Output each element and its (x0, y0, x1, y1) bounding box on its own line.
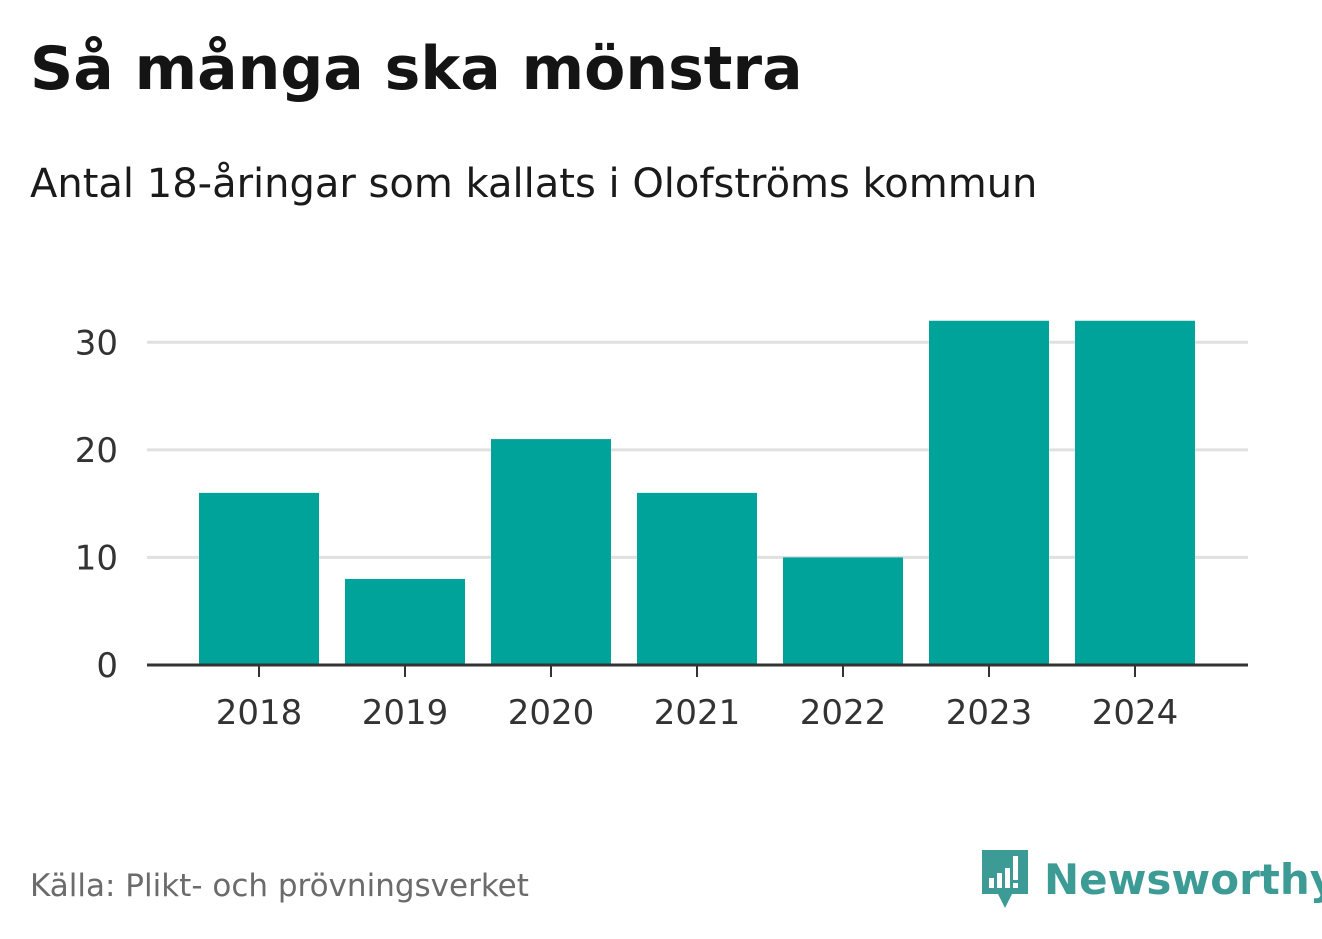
chart-title: Så många ska mönstra (30, 34, 803, 104)
bar-2020 (491, 439, 611, 665)
y-tick-label: 0 (96, 646, 118, 686)
newsworthy-logo: Newsworthy (980, 848, 1322, 910)
x-tick-label: 2021 (654, 693, 741, 733)
x-tick-label: 2023 (946, 693, 1033, 733)
brand-name: Newsworthy (1044, 854, 1322, 904)
y-tick-label: 20 (75, 431, 118, 471)
x-tick-label: 2022 (800, 693, 887, 733)
y-tick-label: 30 (75, 323, 118, 363)
bar-2022 (783, 557, 903, 665)
bar-2019 (345, 578, 465, 665)
x-tick-label: 2019 (362, 693, 449, 733)
x-tick-label: 2024 (1092, 693, 1179, 733)
bar-2023 (929, 320, 1049, 665)
bar-2018 (199, 492, 319, 665)
bar-2021 (637, 492, 757, 665)
source-note: Källa: Plikt- och prövningsverket (30, 868, 529, 904)
x-tick-label: 2018 (216, 693, 303, 733)
newsworthy-logo-icon (982, 850, 1028, 908)
bar-2024 (1075, 320, 1195, 665)
x-axis-ticks: 2018 2019 2020 2021 2022 2023 2024 (216, 665, 1179, 733)
y-tick-label: 10 (75, 538, 118, 578)
x-tick-label: 2020 (508, 693, 595, 733)
y-axis-ticks: 0 10 20 30 (75, 323, 118, 686)
bars (199, 320, 1195, 665)
chart-subtitle: Antal 18-åringar som kallats i Olofström… (30, 161, 1038, 207)
